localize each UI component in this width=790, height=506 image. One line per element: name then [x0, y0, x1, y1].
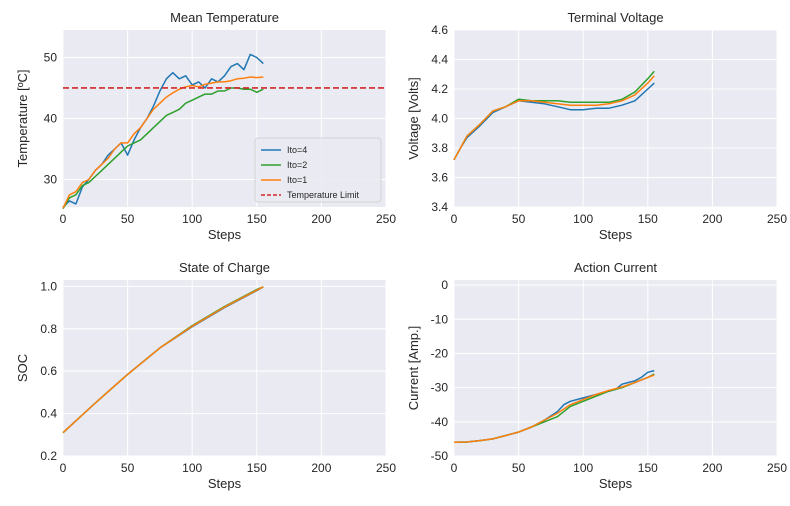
legend-box: [254, 137, 382, 203]
y-tick-label: 0.8: [40, 322, 57, 336]
chart-title: Mean Temperature: [170, 10, 279, 25]
x-tick-label: 250: [376, 212, 396, 226]
plot-area: [63, 280, 386, 456]
series-line-ito-4: [453, 82, 655, 161]
y-tick-label: 4.4: [431, 53, 448, 67]
y-tick-label: 4.6: [431, 23, 448, 37]
x-axis-label: Steps: [208, 227, 242, 242]
chart-panel-3: 0 50 100 150 200 250 0.2 0.4 0.6 0.8 1.0 State of C…: [15, 260, 396, 491]
x-tick-label: 150: [247, 461, 267, 475]
y-tick-label: 0.2: [40, 449, 57, 463]
legend-label: Temperature Limit: [287, 190, 360, 200]
x-tick-label: 100: [573, 461, 593, 475]
y-tick-label: 40: [44, 112, 58, 126]
series-line-ito-1: [453, 75, 655, 161]
y-tick-label: 3.4: [431, 200, 448, 214]
y-tick-label: -50: [431, 449, 449, 463]
x-tick-label: 250: [767, 461, 787, 475]
x-tick-label: 50: [512, 461, 526, 475]
x-axis-label: Steps: [599, 476, 633, 491]
x-tick-label: 100: [573, 212, 593, 226]
chart-title: Action Current: [574, 260, 657, 275]
x-tick-label: 250: [376, 461, 396, 475]
x-tick-label: 150: [638, 212, 658, 226]
x-tick-label: 200: [702, 461, 722, 475]
x-tick-label: 0: [60, 212, 67, 226]
chart-panel-4: 0 50 100 150 200 250 -50 -40 -30 -20 -10 0 Action Cu…: [406, 260, 787, 491]
legend: Ito=4 Ito=2 Ito=1 Temperature Limit: [254, 137, 382, 203]
y-axis-label: Voltage [Volts]: [406, 77, 421, 159]
y-tick-label: 0.4: [40, 407, 57, 421]
x-tick-label: 100: [182, 461, 202, 475]
x-tick-label: 150: [247, 212, 267, 226]
legend-label: Ito=2: [287, 160, 307, 170]
x-tick-label: 250: [767, 212, 787, 226]
y-tick-label: 50: [44, 50, 58, 64]
x-axis-label: Steps: [208, 476, 242, 491]
x-tick-label: 200: [702, 212, 722, 226]
y-tick-label: 3.8: [431, 141, 448, 155]
series-line-ito-1: [453, 374, 655, 444]
plot-area: [454, 280, 777, 456]
y-tick-label: 0.6: [40, 364, 57, 378]
y-tick-label: 1.0: [40, 279, 57, 293]
y-axis-label: Current [Amp.]: [406, 326, 421, 411]
y-axis-label: Temperature [ºC]: [15, 70, 30, 168]
chart-title: State of Charge: [179, 260, 270, 275]
series-line-ito-1: [62, 286, 264, 434]
x-tick-label: 200: [311, 212, 331, 226]
chart-panel-1: 0 50 100 150 200 250 30 40 50 Mean Temperature Ste…: [15, 10, 396, 242]
y-tick-label: 3.6: [431, 171, 448, 185]
y-tick-label: 0: [441, 278, 448, 292]
x-tick-label: 100: [182, 212, 202, 226]
series-line-ito-1: [62, 76, 264, 209]
legend-label: Ito=4: [287, 145, 307, 155]
y-tick-label: 4.2: [431, 82, 448, 96]
y-tick-label: -30: [431, 381, 449, 395]
y-tick-label: -10: [431, 312, 449, 326]
x-tick-label: 200: [311, 461, 331, 475]
x-axis-label: Steps: [599, 227, 633, 242]
x-tick-label: 50: [121, 212, 135, 226]
legend-label: Ito=1: [287, 175, 307, 185]
y-axis-label: SOC: [15, 354, 30, 382]
y-tick-label: -40: [431, 415, 449, 429]
y-tick-label: 30: [44, 173, 58, 187]
x-tick-label: 50: [121, 461, 135, 475]
x-tick-label: 0: [60, 461, 67, 475]
chart-title: Terminal Voltage: [567, 10, 663, 25]
x-tick-label: 50: [512, 212, 526, 226]
y-tick-label: 4.0: [431, 112, 448, 126]
chart-panel-2: 0 50 100 150 200 250 3.4 3.6 3.8 4.0 4.2 4.4 4.6 Term…: [406, 10, 787, 242]
y-tick-label: -20: [431, 346, 449, 360]
x-tick-label: 150: [638, 461, 658, 475]
x-tick-label: 0: [451, 461, 458, 475]
x-tick-label: 0: [451, 212, 458, 226]
